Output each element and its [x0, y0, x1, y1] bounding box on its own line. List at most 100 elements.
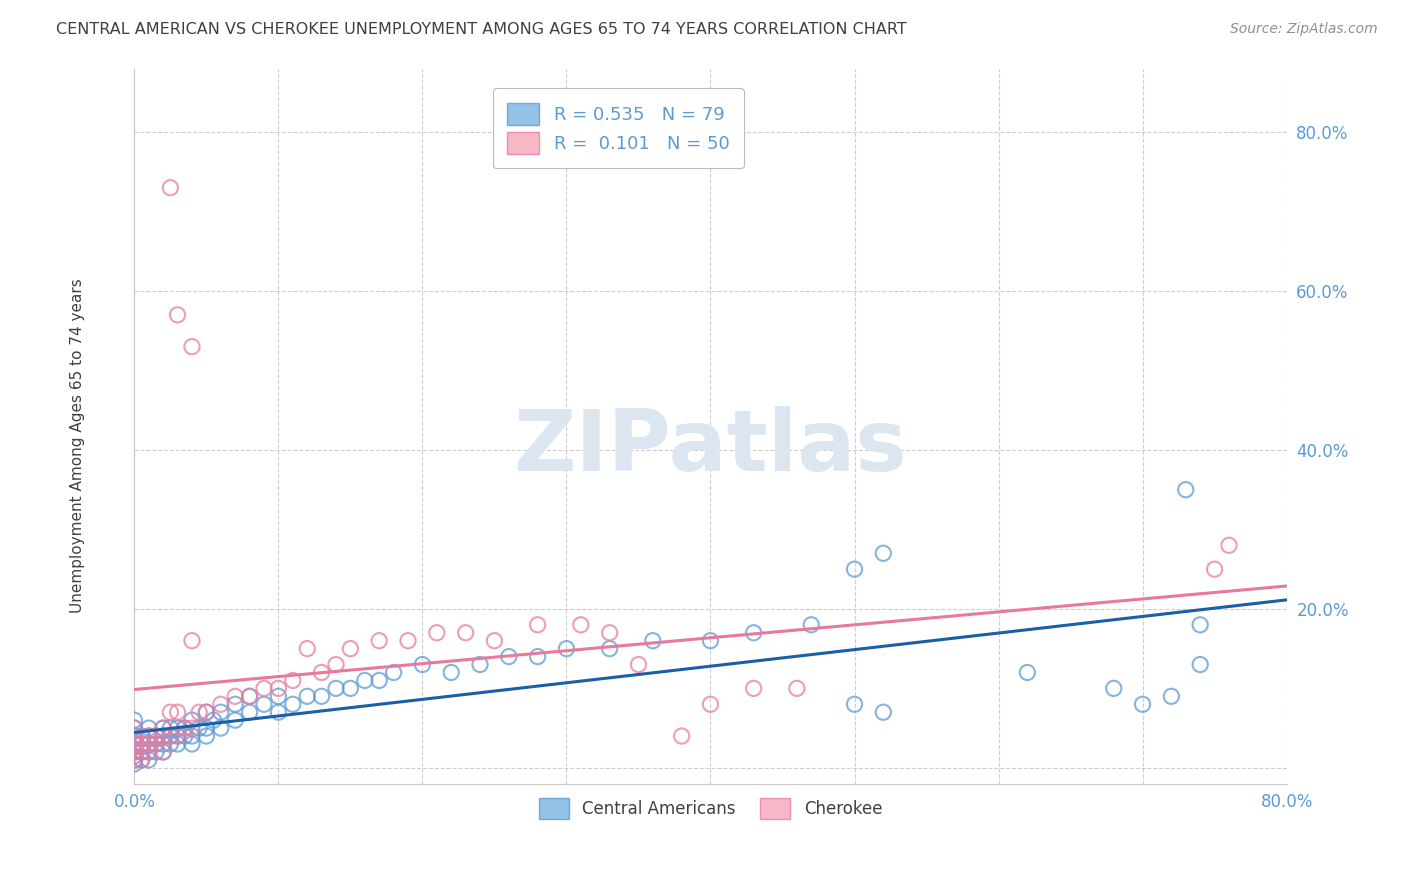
Point: [173, 721, 195, 735]
Point: [742, 625, 765, 640]
Point: [699, 698, 721, 712]
Point: [131, 745, 153, 759]
Point: [224, 713, 246, 727]
Point: [1174, 483, 1197, 497]
Point: [209, 721, 232, 735]
Point: [173, 729, 195, 743]
Point: [188, 721, 211, 735]
Point: [1102, 681, 1125, 696]
Point: [239, 690, 262, 704]
Point: [844, 698, 866, 712]
Point: [152, 721, 174, 735]
Point: [786, 681, 808, 696]
Point: [166, 721, 188, 735]
Point: [195, 721, 218, 735]
Text: Unemployment Among Ages 65 to 74 years: Unemployment Among Ages 65 to 74 years: [70, 278, 84, 614]
Point: [166, 705, 188, 719]
Point: [181, 633, 204, 648]
Point: [145, 737, 167, 751]
Point: [599, 641, 621, 656]
Point: [124, 753, 146, 767]
Point: [138, 737, 160, 751]
Point: [181, 713, 204, 727]
Point: [1189, 657, 1212, 672]
Point: [159, 729, 181, 743]
Point: [468, 657, 491, 672]
Point: [131, 753, 153, 767]
Point: [131, 753, 153, 767]
Point: [138, 721, 160, 735]
Point: [339, 681, 361, 696]
Text: CENTRAL AMERICAN VS CHEROKEE UNEMPLOYMENT AMONG AGES 65 TO 74 YEARS CORRELATION : CENTRAL AMERICAN VS CHEROKEE UNEMPLOYMEN…: [56, 22, 907, 37]
Point: [641, 633, 664, 648]
Point: [152, 729, 174, 743]
Point: [440, 665, 463, 680]
Point: [138, 737, 160, 751]
Point: [138, 729, 160, 743]
Point: [844, 562, 866, 576]
Point: [454, 625, 477, 640]
Point: [311, 665, 333, 680]
Point: [124, 748, 146, 763]
Point: [181, 340, 204, 354]
Point: [166, 729, 188, 743]
Point: [152, 729, 174, 743]
Point: [131, 737, 153, 751]
Point: [166, 729, 188, 743]
Point: [166, 737, 188, 751]
Point: [569, 617, 592, 632]
Point: [1160, 690, 1182, 704]
Point: [145, 729, 167, 743]
Point: [131, 729, 153, 743]
Point: [124, 756, 146, 771]
Point: [224, 698, 246, 712]
Point: [159, 729, 181, 743]
Point: [526, 649, 548, 664]
Point: [311, 690, 333, 704]
Point: [124, 713, 146, 727]
Point: [627, 657, 650, 672]
Point: [800, 617, 823, 632]
Point: [188, 705, 211, 719]
Point: [872, 705, 894, 719]
Point: [253, 681, 276, 696]
Point: [181, 729, 204, 743]
Point: [411, 657, 433, 672]
Point: [138, 745, 160, 759]
Point: [124, 737, 146, 751]
Point: [555, 641, 578, 656]
Point: [253, 698, 276, 712]
Point: [209, 705, 232, 719]
Point: [124, 721, 146, 735]
Point: [195, 705, 218, 719]
Point: [131, 745, 153, 759]
Point: [325, 681, 347, 696]
Point: [124, 737, 146, 751]
Point: [339, 641, 361, 656]
Text: ZIPatlas: ZIPatlas: [513, 406, 907, 489]
Point: [267, 690, 290, 704]
Point: [239, 705, 262, 719]
Point: [267, 681, 290, 696]
Point: [484, 633, 506, 648]
Point: [159, 180, 181, 194]
Point: [152, 745, 174, 759]
Point: [124, 729, 146, 743]
Point: [1132, 698, 1154, 712]
Point: [152, 721, 174, 735]
Point: [131, 737, 153, 751]
Point: [138, 729, 160, 743]
Point: [124, 745, 146, 759]
Point: [159, 737, 181, 751]
Point: [239, 690, 262, 704]
Point: [195, 705, 218, 719]
Point: [281, 673, 304, 688]
Point: [159, 705, 181, 719]
Point: [281, 698, 304, 712]
Point: [1218, 538, 1240, 552]
Point: [124, 729, 146, 743]
Point: [426, 625, 449, 640]
Point: [181, 737, 204, 751]
Point: [368, 633, 391, 648]
Point: [295, 690, 318, 704]
